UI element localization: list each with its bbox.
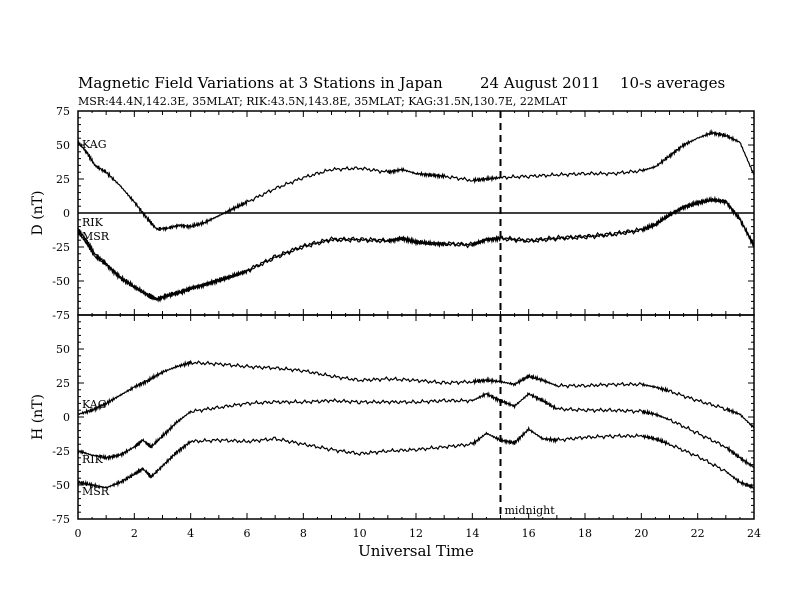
x-tick-label: 16	[522, 527, 536, 540]
x-tick-label: 8	[300, 527, 307, 540]
y-tick-label: 75	[56, 105, 70, 118]
x-tick-label: 2	[131, 527, 138, 540]
series-line-kag	[77, 359, 755, 429]
y-axis-label: D (nT)	[30, 191, 46, 236]
y-tick-label: -75	[52, 309, 70, 322]
x-tick-label: 14	[465, 527, 479, 540]
y-tick-label: 50	[56, 139, 70, 152]
series-label-kag: KAG	[82, 138, 107, 151]
y-axis-label: H (nT)	[30, 394, 46, 440]
series-line-kag	[77, 129, 755, 233]
chart-averaging: 10-s averages	[620, 74, 725, 92]
x-axis-label: Universal Time	[358, 542, 474, 560]
series-line-msr	[77, 425, 755, 489]
x-tick-label: 24	[747, 527, 761, 540]
series-line-rik	[77, 198, 755, 303]
x-tick-label: 20	[634, 527, 648, 540]
x-tick-label: 4	[187, 527, 194, 540]
x-tick-label: 12	[409, 527, 423, 540]
series-label-rik: RIK	[82, 453, 104, 466]
y-tick-label: 50	[56, 343, 70, 356]
series-label-kag: KAG	[82, 398, 107, 411]
x-tick-label: 18	[578, 527, 592, 540]
series-label-msr: MSR	[82, 230, 110, 243]
y-tick-label: -50	[52, 479, 70, 492]
y-tick-label: 25	[56, 173, 70, 186]
series-label-msr: MSR	[82, 485, 110, 498]
x-tick-label: 22	[691, 527, 705, 540]
chart-date: 24 August 2011	[480, 74, 600, 92]
panel-frame	[77, 314, 755, 520]
series-label-rik: RIK	[82, 216, 104, 229]
y-tick-label: 25	[56, 377, 70, 390]
y-tick-label: -50	[52, 275, 70, 288]
y-tick-label: -75	[52, 513, 70, 526]
x-tick-label: 6	[244, 527, 251, 540]
midnight-label: midnight	[505, 504, 556, 517]
chart-title: Magnetic Field Variations at 3 Stations …	[78, 74, 443, 92]
y-tick-label: -25	[52, 241, 70, 254]
series-line-msr	[77, 195, 755, 302]
series-line-rik	[77, 391, 754, 468]
station-info: MSR:44.4N,142.3E, 35MLAT; RIK:43.5N,143.…	[78, 95, 568, 108]
y-tick-label: -25	[52, 445, 70, 458]
x-tick-label: 0	[75, 527, 82, 540]
y-tick-label: 0	[63, 411, 70, 424]
x-tick-label: 10	[353, 527, 367, 540]
y-tick-label: 0	[63, 207, 70, 220]
